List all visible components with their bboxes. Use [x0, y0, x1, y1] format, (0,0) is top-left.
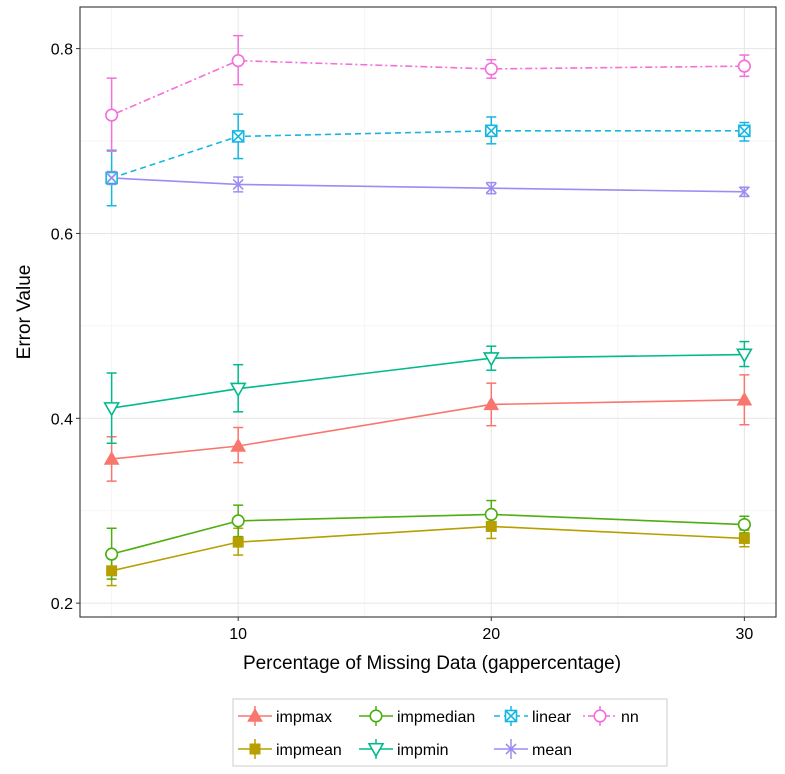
data-point-mean	[738, 186, 750, 198]
data-point-impmin	[103, 402, 121, 417]
data-point-nn	[484, 62, 498, 76]
data-point-impmax	[230, 438, 247, 452]
series-line-impmax	[111, 399, 745, 460]
legend-key-marker	[367, 742, 385, 758]
x-tick-label: 20	[482, 626, 500, 643]
data-point-nn	[737, 59, 751, 73]
y-tick-label: 0.2	[51, 596, 73, 613]
series-line-nn	[111, 59, 745, 116]
data-point-mean	[485, 182, 497, 194]
data-point-linear	[738, 124, 751, 138]
data-point-linear	[231, 130, 245, 143]
data-point-impmean	[106, 565, 118, 577]
data-point-impmin	[229, 382, 247, 398]
marker-cross	[738, 124, 751, 137]
legend-key-marker	[369, 709, 383, 723]
data-point-impmedian	[105, 547, 119, 561]
legend-label: impmean	[276, 742, 342, 759]
series-line-impmin	[111, 353, 745, 409]
legend-item-impmean: impmean	[238, 739, 342, 759]
x-axis-label: Percentage of Missing Data (gappercentag…	[243, 653, 621, 674]
y-tick-label: 0.6	[51, 226, 73, 243]
legend-item-nn: nn	[583, 706, 639, 726]
plot-border	[79, 6, 777, 618]
series-line-impmean	[111, 525, 745, 572]
data-point-impmedian	[737, 517, 751, 532]
legend-label: mean	[532, 742, 572, 759]
data-point-mean	[232, 178, 244, 191]
x-tick-label: 10	[229, 626, 247, 643]
legend-key-marker	[247, 707, 263, 722]
y-tick-label: 0.4	[51, 411, 73, 428]
x-tick-label: 30	[735, 626, 753, 643]
series-line-mean	[111, 177, 745, 193]
marker-cross	[504, 709, 518, 723]
legend-label: linear	[532, 709, 572, 726]
data-point-impmean	[232, 536, 244, 548]
plot-area	[80, 7, 776, 617]
series-points	[103, 54, 753, 577]
legend-item-impmedian: impmedian	[359, 706, 475, 726]
data-point-impmin	[482, 352, 500, 367]
data-point-impmedian	[231, 514, 245, 528]
legend-key-marker	[504, 709, 518, 723]
data-point-impmax	[483, 396, 500, 411]
y-axis-label: Error Value	[14, 265, 35, 360]
data-point-linear	[484, 124, 498, 138]
legend-item-linear: linear	[494, 706, 572, 726]
legend-item-impmin: impmin	[359, 739, 449, 759]
series-line-linear	[111, 130, 745, 179]
marker-cross	[485, 182, 497, 194]
legend-label: impmedian	[397, 709, 475, 726]
grid-minor	[80, 7, 776, 617]
y-axis-ticks: 0.2 0.4 0.6 0.8	[51, 42, 80, 613]
marker-cross	[232, 130, 245, 143]
data-point-nn	[105, 108, 119, 122]
grid-major	[80, 7, 776, 617]
legend-label: nn	[621, 709, 639, 726]
marker-cross	[106, 172, 118, 184]
series-line-impmedian	[111, 513, 745, 555]
data-point-impmax	[736, 391, 753, 406]
data-point-mean	[106, 172, 118, 184]
y-tick-label: 0.8	[51, 42, 73, 59]
legend-item-impmax: impmax	[238, 706, 332, 726]
data-point-nn	[231, 54, 245, 68]
legend-box	[232, 698, 668, 767]
legend-label: impmin	[397, 742, 449, 759]
data-point-impmin	[735, 348, 753, 364]
series-lines	[111, 59, 745, 572]
legend-key-marker	[593, 709, 607, 723]
x-axis-ticks: 10 20 30	[229, 617, 753, 643]
legend: impmax impmean impmedian impmin linear mean nn	[232, 698, 668, 767]
data-point-impmean	[738, 532, 750, 544]
marker-cross	[232, 178, 244, 191]
legend-label: impmax	[276, 709, 332, 726]
data-point-impmean	[485, 520, 497, 532]
legend-key-marker	[249, 743, 261, 755]
legend-key-marker	[505, 743, 517, 755]
marker-cross	[738, 186, 750, 198]
marker-cross	[505, 743, 517, 755]
data-point-impmax	[103, 450, 120, 465]
legend-item-mean: mean	[494, 739, 572, 759]
data-point-impmedian	[484, 507, 498, 522]
marker-cross	[485, 124, 498, 137]
